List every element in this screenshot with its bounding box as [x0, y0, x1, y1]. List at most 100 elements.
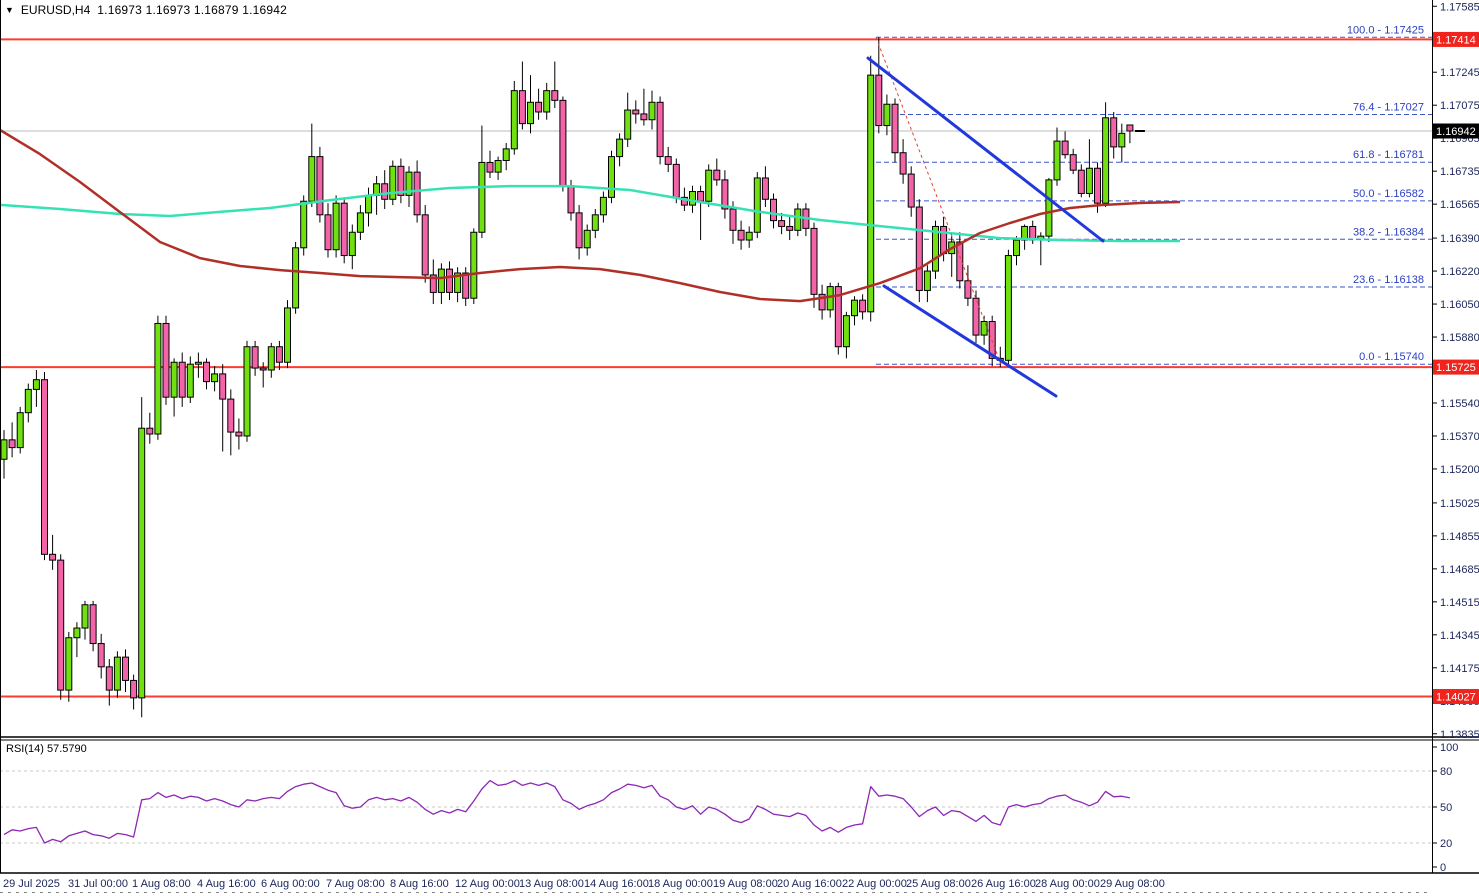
- candle: [243, 340, 251, 442]
- candle-body: [915, 206, 923, 291]
- candle-body: [162, 322, 170, 398]
- candle-body: [292, 247, 300, 309]
- candle: [842, 311, 850, 359]
- candle: [130, 674, 138, 710]
- candle-body: [680, 196, 688, 206]
- candle: [1037, 232, 1045, 266]
- candle-body: [194, 361, 202, 365]
- candle: [915, 199, 923, 303]
- candle-body: [300, 200, 308, 249]
- symbol-menu-icon[interactable]: ▼: [5, 5, 14, 15]
- price-tick-label: 1.15200: [1440, 464, 1479, 476]
- trend-line-2[interactable]: [882, 284, 1058, 398]
- candle-body: [818, 293, 826, 311]
- price-level-badge-bg: [1433, 31, 1479, 47]
- fib-baseline[interactable]: [875, 37, 1002, 365]
- candle-body: [154, 322, 162, 435]
- candle: [162, 315, 170, 405]
- candle: [551, 61, 559, 109]
- candle: [1126, 124, 1134, 144]
- price-tick-label: 1.15880: [1440, 332, 1479, 344]
- candle-body: [972, 297, 980, 336]
- candle-body: [1085, 167, 1093, 194]
- candle-body: [1102, 117, 1110, 204]
- horizontal-lines-group[interactable]: [0, 38, 1432, 698]
- candle-body: [899, 152, 907, 175]
- candle-body: [640, 113, 648, 121]
- candle: [518, 61, 526, 130]
- price-tick-label: 1.14855: [1440, 531, 1479, 543]
- candle-body: [32, 379, 40, 390]
- candle-body: [138, 427, 146, 699]
- candle-body: [356, 212, 364, 233]
- candle-body: [697, 191, 705, 202]
- candle: [770, 193, 777, 229]
- candle-body: [437, 268, 445, 293]
- candle: [1085, 139, 1093, 198]
- fib-levels-group[interactable]: 100.0 - 1.17425 76.4 - 1.17027 61.8 - 1.16…: [876, 24, 1432, 365]
- candle-body: [365, 194, 372, 214]
- candle: [753, 172, 761, 239]
- rsi-panel: RSI(14) 57.5790: [0, 743, 1432, 844]
- candle-body: [130, 679, 138, 699]
- trend-line-1[interactable]: [866, 56, 1105, 243]
- candle-body: [41, 379, 48, 555]
- candle: [786, 216, 794, 241]
- candle: [365, 187, 372, 227]
- candle: [316, 146, 324, 223]
- candle-body: [73, 627, 81, 639]
- candle-body: [219, 373, 227, 400]
- candle: [932, 220, 939, 279]
- candle: [778, 212, 786, 235]
- candle: [89, 600, 97, 652]
- candle: [73, 622, 81, 658]
- fib-baseline-group[interactable]: [875, 37, 1002, 365]
- candle: [810, 222, 818, 308]
- candle: [454, 267, 462, 303]
- fib-level-label: 50.0 - 1.16582: [1353, 188, 1424, 200]
- rsi-scale-label: 20: [1440, 838, 1452, 850]
- candle-body: [834, 286, 842, 348]
- time-axis[interactable]: 29 Jul 2025 31 Jul 00:00 1 Aug 08:00 4 Aug …: [0, 873, 1479, 896]
- candle: [867, 55, 875, 322]
- candle-body: [324, 214, 332, 251]
- candle: [664, 146, 672, 173]
- rsi-indicator-label: RSI(14) 57.5790: [6, 743, 87, 755]
- candle-body: [16, 412, 24, 449]
- candle-body: [1118, 132, 1126, 148]
- candle: [826, 282, 834, 318]
- candle: [721, 170, 729, 219]
- time-tick-label: 22 Aug 00:00: [842, 878, 907, 890]
- candle-body: [494, 159, 502, 173]
- candle-body: [721, 179, 729, 210]
- candle-body: [875, 74, 883, 127]
- candle-body: [413, 171, 421, 216]
- candle-body: [851, 299, 858, 317]
- trend-lines-group[interactable]: [866, 56, 1105, 398]
- candle: [656, 96, 664, 165]
- candle-body: [478, 161, 486, 233]
- price-axis[interactable]: 1.175851.172451.170751.169051.167351.165…: [1432, 0, 1479, 874]
- candle: [227, 389, 235, 456]
- candle-body: [421, 214, 429, 276]
- candle: [1061, 131, 1069, 159]
- time-tick-label: 13 Aug 08:00: [519, 878, 584, 890]
- candle-body: [429, 274, 437, 293]
- candle: [883, 94, 891, 136]
- candle-body: [510, 90, 518, 150]
- candle: [146, 412, 154, 444]
- candle: [178, 352, 186, 407]
- candle-body: [1094, 167, 1101, 204]
- rsi-scale-label: 100: [1440, 742, 1458, 754]
- current-price-badge-bg: [1433, 123, 1479, 139]
- candle-body: [883, 103, 891, 127]
- moving-averages-group: [0, 128, 1181, 303]
- candle: [194, 352, 202, 378]
- candle: [648, 90, 656, 130]
- candle-body: [259, 367, 267, 371]
- candle-body: [1110, 117, 1118, 148]
- candle-body: [81, 604, 89, 629]
- rsi-scale-label: 50: [1440, 802, 1452, 814]
- candle-body: [284, 307, 291, 363]
